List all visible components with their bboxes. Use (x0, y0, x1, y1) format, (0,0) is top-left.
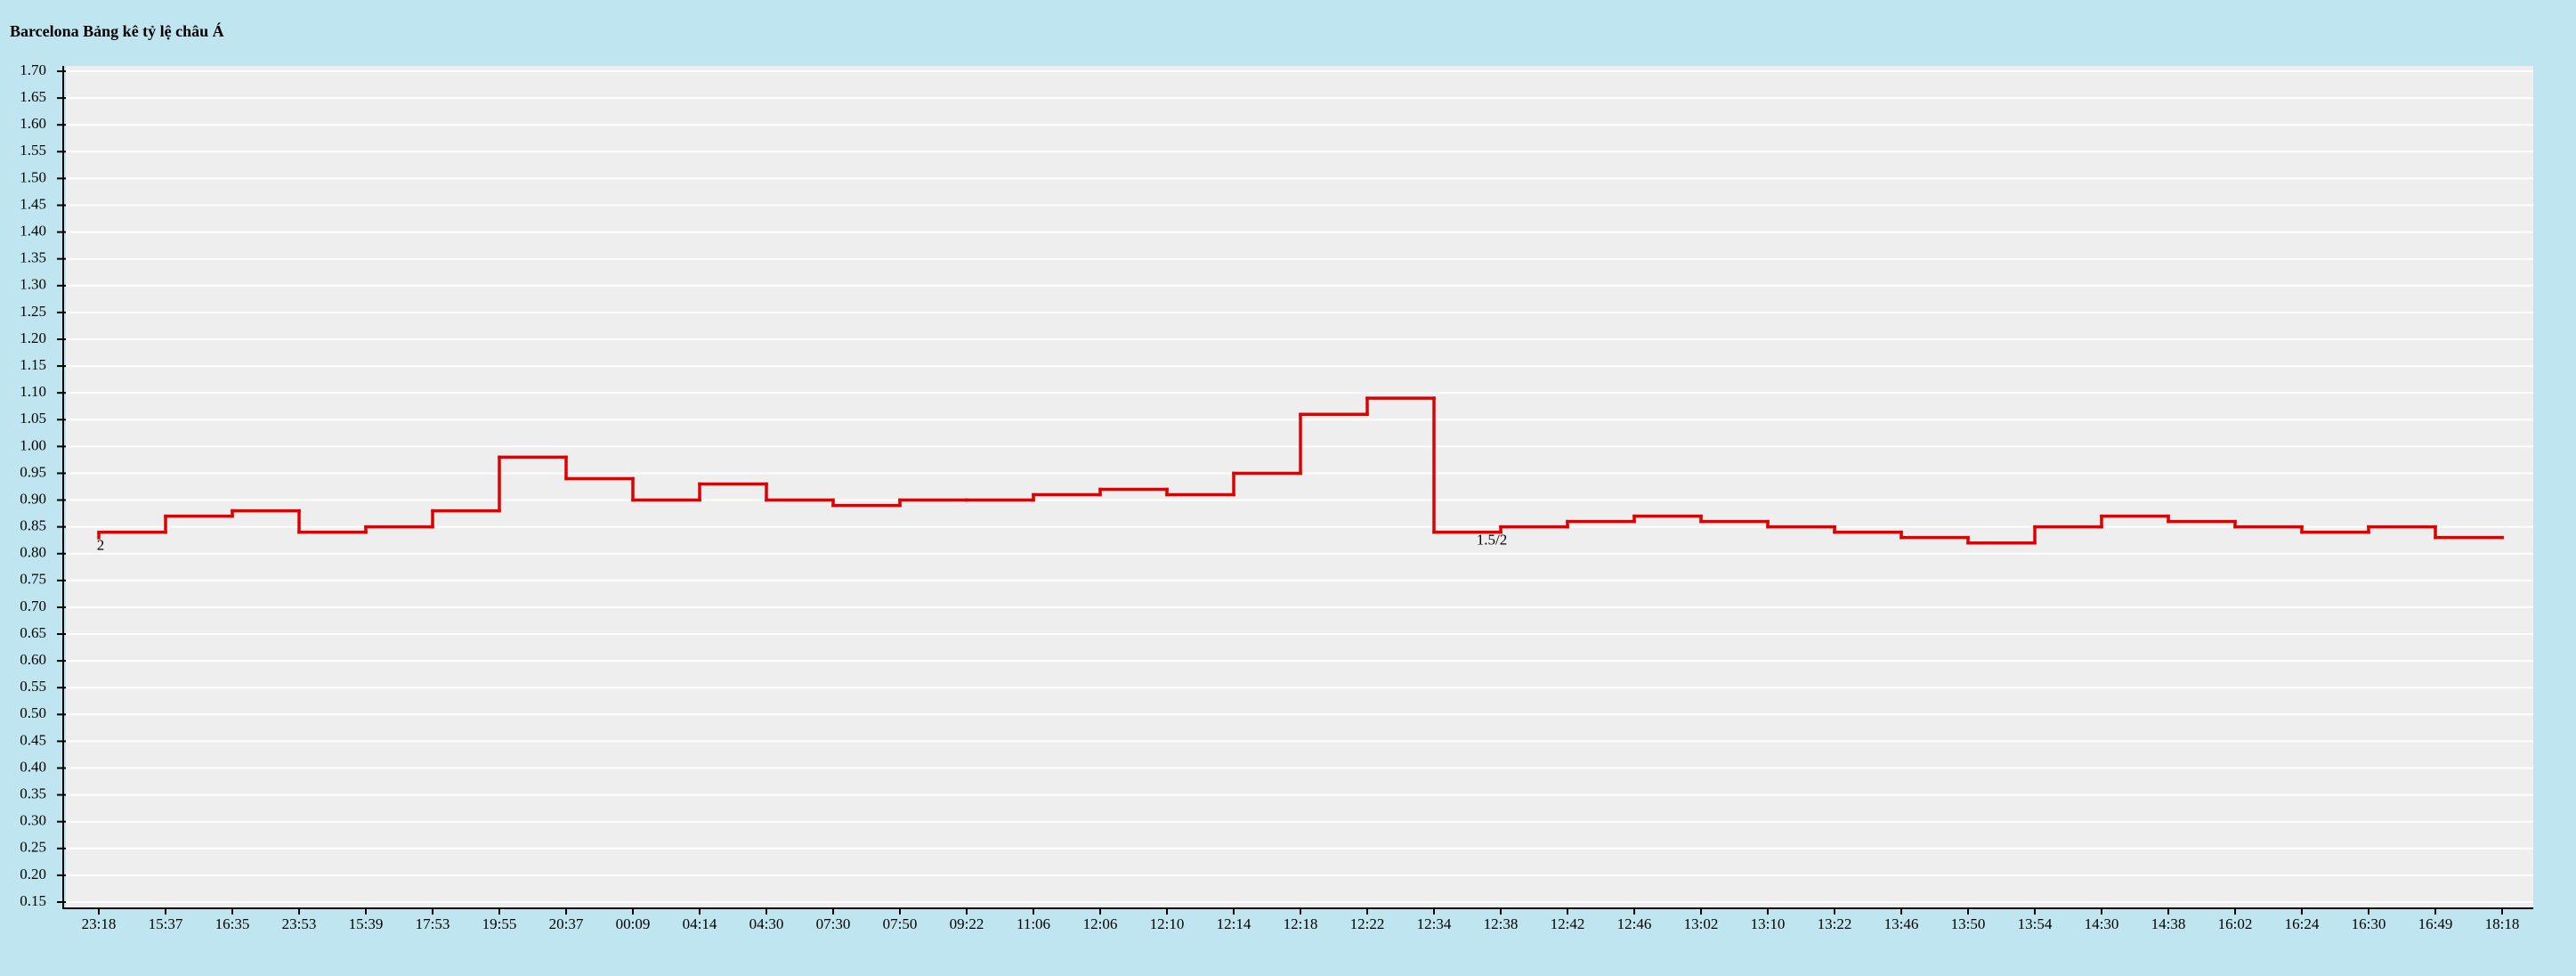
annotation: 2 (97, 537, 105, 554)
x-tick-label: 13:46 (1884, 915, 1919, 932)
x-tick-label: 23:18 (82, 915, 117, 932)
x-tick-label: 16:35 (215, 915, 250, 932)
y-tick-label: 0.25 (20, 839, 46, 856)
y-tick-label: 0.45 (20, 731, 46, 748)
y-tick-label: 0.40 (20, 758, 46, 775)
y-tick-label: 0.75 (20, 571, 46, 588)
x-tick-label: 14:30 (2085, 915, 2119, 932)
x-tick-label: 16:30 (2352, 915, 2386, 932)
x-tick-label: 23:53 (282, 915, 317, 932)
x-tick-label: 12:22 (1350, 915, 1385, 932)
end-point (2500, 535, 2504, 540)
x-tick-label: 07:50 (883, 915, 918, 932)
x-tick-label: 09:22 (950, 915, 984, 932)
x-tick-label: 19:55 (482, 915, 517, 932)
x-tick-label: 15:39 (349, 915, 384, 932)
x-tick-label: 17:53 (416, 915, 450, 932)
x-tick-label: 12:10 (1150, 915, 1185, 932)
x-tick-label: 16:02 (2218, 915, 2253, 932)
y-tick-label: 1.10 (20, 383, 46, 400)
y-tick-label: 1.15 (20, 356, 46, 373)
x-tick-label: 14:38 (2151, 915, 2186, 932)
y-tick-label: 1.50 (20, 168, 46, 185)
x-tick-label: 16:24 (2285, 915, 2320, 932)
y-tick-label: 0.65 (20, 624, 46, 641)
y-tick-label: 0.90 (20, 490, 46, 507)
y-tick-label: 0.20 (20, 866, 46, 882)
y-tick-label: 0.35 (20, 785, 46, 802)
plot-area (66, 66, 2533, 907)
y-tick-label: 1.70 (20, 61, 46, 78)
y-tick-label: 0.70 (20, 598, 46, 614)
chart-title: Barcelona Bảng kê tỷ lệ châu Á (10, 21, 224, 40)
x-tick-label: 20:37 (549, 915, 584, 932)
y-tick-label: 1.30 (20, 276, 46, 293)
y-tick-label: 1.65 (20, 88, 46, 105)
x-tick-label: 13:22 (1818, 915, 1852, 932)
x-tick-label: 18:18 (2485, 915, 2520, 932)
x-tick-label: 04:14 (683, 915, 717, 932)
y-tick-label: 1.45 (20, 195, 46, 212)
x-tick-label: 04:30 (749, 915, 784, 932)
x-tick-label: 13:10 (1751, 915, 1786, 932)
y-tick-label: 0.15 (20, 892, 46, 909)
x-tick-label: 13:54 (2018, 915, 2053, 932)
x-tick-label: 12:14 (1217, 915, 1252, 932)
x-tick-label: 15:37 (149, 915, 183, 932)
y-tick-label: 1.25 (20, 303, 46, 320)
y-tick-label: 0.30 (20, 812, 46, 829)
y-tick-label: 0.85 (20, 517, 46, 534)
annotation: 1.5/2 (1477, 532, 1507, 549)
y-tick-label: 1.20 (20, 329, 46, 346)
x-tick-label: 12:34 (1417, 915, 1452, 932)
x-tick-label: 13:02 (1684, 915, 1719, 932)
x-tick-label: 12:46 (1617, 915, 1652, 932)
y-tick-label: 0.55 (20, 678, 46, 695)
y-tick-label: 0.95 (20, 463, 46, 480)
y-tick-label: 0.80 (20, 544, 46, 561)
x-tick-label: 13:50 (1951, 915, 1986, 932)
x-tick-label: 12:18 (1284, 915, 1318, 932)
y-tick-label: 0.50 (20, 704, 46, 721)
x-tick-label: 00:09 (616, 915, 651, 932)
y-tick-label: 1.00 (20, 436, 46, 453)
x-tick-label: 12:42 (1551, 915, 1585, 932)
x-tick-label: 16:49 (2418, 915, 2453, 932)
y-tick-label: 1.05 (20, 410, 46, 427)
x-tick-label: 11:06 (1017, 915, 1050, 932)
y-tick-label: 1.40 (20, 222, 46, 239)
y-tick-label: 1.60 (20, 115, 46, 132)
y-tick-label: 1.35 (20, 249, 46, 266)
x-tick-label: 12:06 (1083, 915, 1118, 932)
y-tick-label: 0.60 (20, 651, 46, 668)
y-tick-label: 1.55 (20, 142, 46, 159)
x-tick-label: 07:30 (816, 915, 851, 932)
x-tick-label: 12:38 (1484, 915, 1519, 932)
